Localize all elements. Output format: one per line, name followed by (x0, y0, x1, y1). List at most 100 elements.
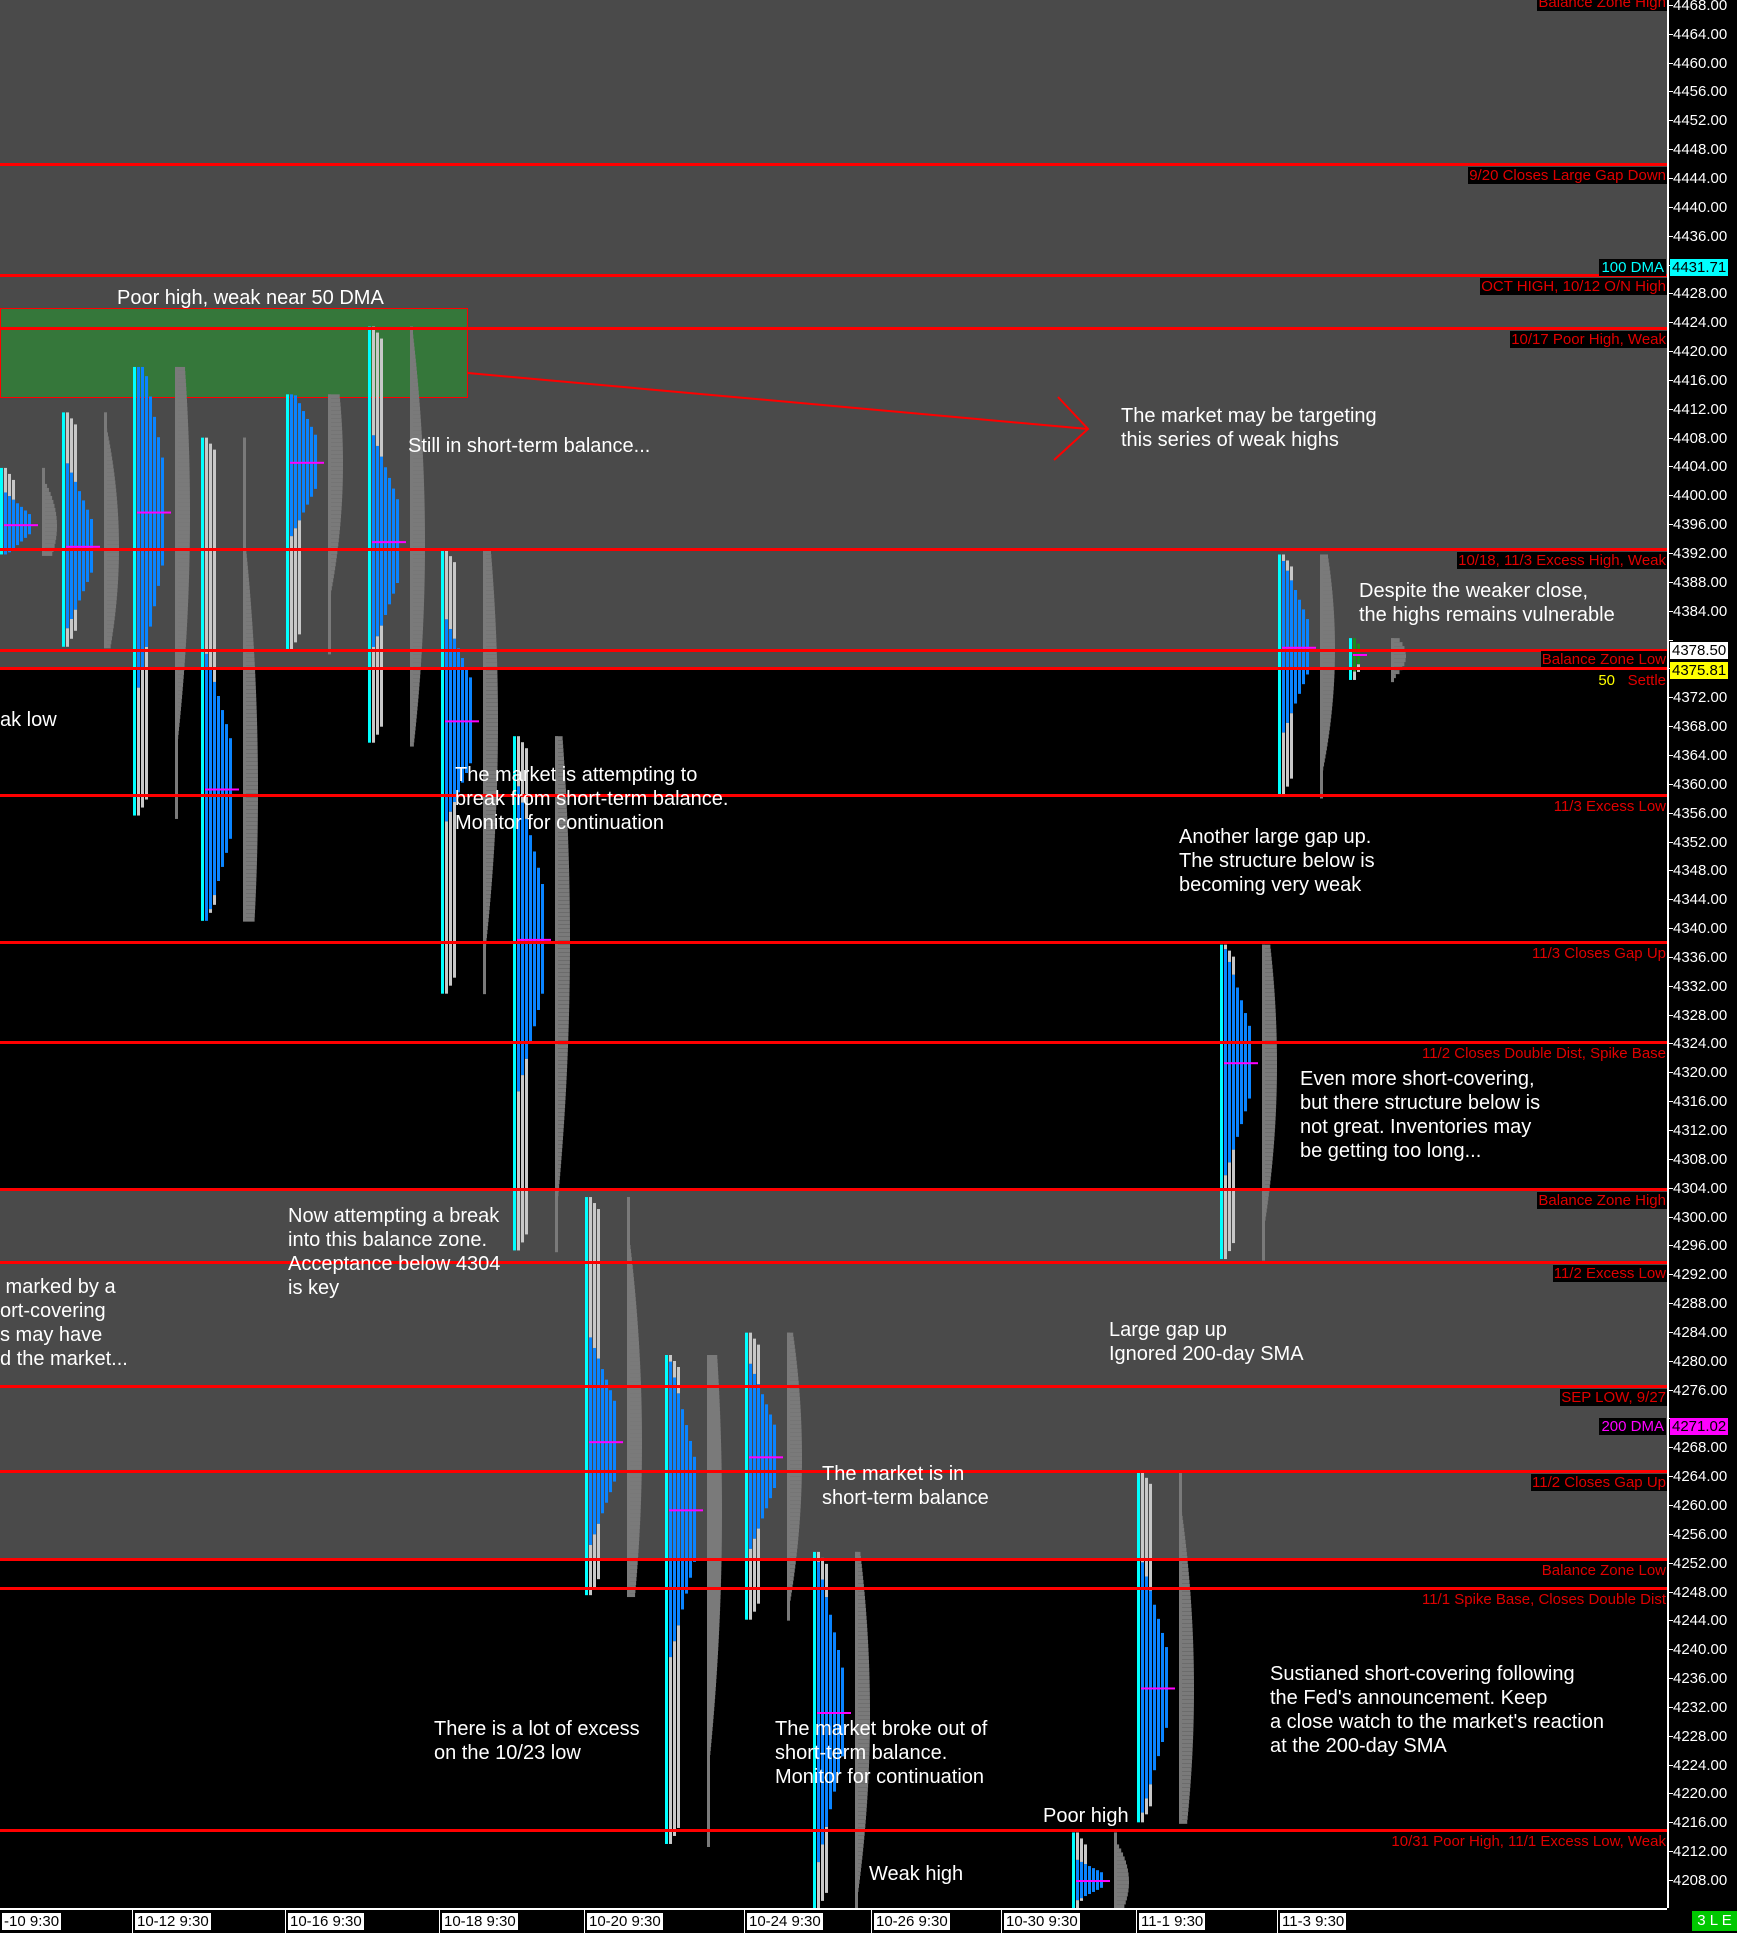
date-separator (285, 1910, 286, 1933)
annotation: There is a lot of excess on the 10/23 lo… (434, 1717, 640, 1765)
axis-tick-label: 4292.00 (1673, 1266, 1727, 1283)
axis-tick-label: 4312.00 (1673, 1122, 1727, 1139)
axis-tick-label: 4400.00 (1673, 487, 1727, 504)
axis-tick-label: 4244.00 (1673, 1612, 1727, 1629)
annotation: Still in short-term balance... (408, 434, 650, 458)
axis-tick-label: 4352.00 (1673, 834, 1727, 851)
axis-tick-label: 4316.00 (1673, 1093, 1727, 1110)
axis-tick-label: 4436.00 (1673, 228, 1727, 245)
date-label: 10-12 9:30 (135, 1913, 211, 1930)
annotation: Large gap up Ignored 200-day SMA (1109, 1318, 1304, 1366)
annotation: Despite the weaker close, the highs rema… (1359, 579, 1615, 627)
axis-tick-label: 4260.00 (1673, 1497, 1727, 1514)
annotation: Another large gap up. The structure belo… (1179, 825, 1375, 897)
date-label: 10-26 9:30 (874, 1913, 950, 1930)
axis-tick-label: 4308.00 (1673, 1151, 1727, 1168)
date-label: 10-30 9:30 (1004, 1913, 1080, 1930)
axis-tick-label: 4208.00 (1673, 1872, 1727, 1889)
date-label: 10-16 9:30 (288, 1913, 364, 1930)
axis-tick-label: 4228.00 (1673, 1728, 1727, 1745)
axis-tick-label: 4448.00 (1673, 141, 1727, 158)
annotation: The market is attempting to break from s… (455, 763, 728, 835)
axis-tick-label: 4328.00 (1673, 1007, 1727, 1024)
axis-tick-label: 4464.00 (1673, 26, 1727, 43)
axis-tick-label: 4300.00 (1673, 1209, 1727, 1226)
date-separator (871, 1910, 872, 1933)
axis-tick-label: 4332.00 (1673, 978, 1727, 995)
axis-tick-label: 4396.00 (1673, 516, 1727, 533)
axis-tick-label: 4428.00 (1673, 285, 1727, 302)
axis-tick-label: 4240.00 (1673, 1641, 1727, 1658)
axis-tick-label: 4416.00 (1673, 372, 1727, 389)
axis-tick-label: 4288.00 (1673, 1295, 1727, 1312)
axis-tick-label: 4412.00 (1673, 401, 1727, 418)
price-flag-name: 200 DMA (1599, 1418, 1666, 1435)
axis-tick-label: 4388.00 (1673, 574, 1727, 591)
axis-tick-label: 4440.00 (1673, 199, 1727, 216)
annotation: Poor high (1043, 1804, 1129, 1828)
date-separator (584, 1910, 585, 1933)
axis-tick-label: 4348.00 (1673, 862, 1727, 879)
axis-tick-label: 4264.00 (1673, 1468, 1727, 1485)
axis-tick-label: 4336.00 (1673, 949, 1727, 966)
axis-tick-label: 4212.00 (1673, 1843, 1727, 1860)
price-flag-name: 100 DMA (1599, 259, 1666, 276)
date-label: 10-18 9:30 (442, 1913, 518, 1930)
date-label: 11-3 9:30 (1280, 1913, 1346, 1930)
price-flag: 4431.71 (1670, 259, 1728, 276)
annotation: marked by a ort-covering s may have d th… (0, 1275, 128, 1371)
axis-tick-label: 4364.00 (1673, 747, 1727, 764)
annotation: ak low (0, 708, 57, 732)
axis-tick-label: 4284.00 (1673, 1324, 1727, 1341)
status-indicator: 3 L E (1692, 1911, 1737, 1931)
axis-tick-label: 4420.00 (1673, 343, 1727, 360)
axis-tick-label: 4360.00 (1673, 776, 1727, 793)
date-separator (1277, 1910, 1278, 1933)
axis-tick-label: 4236.00 (1673, 1670, 1727, 1687)
axis-tick-label: 4468.00 (1673, 0, 1727, 14)
axis-tick-label: 4256.00 (1673, 1526, 1727, 1543)
axis-tick-label: 4392.00 (1673, 545, 1727, 562)
axis-tick-label: 4304.00 (1673, 1180, 1727, 1197)
time-axis[interactable]: -10 9:30 10-12 9:30 10-16 9:30 10-18 9:30 10… (0, 1908, 1667, 1931)
axis-tick-label: 4444.00 (1673, 170, 1727, 187)
axis-tick-label: 4424.00 (1673, 314, 1727, 331)
axis-tick-label: 4356.00 (1673, 805, 1727, 822)
axis-tick-label: 4344.00 (1673, 891, 1727, 908)
annotation: The market is in short-term balance (822, 1462, 989, 1510)
date-label: -10 9:30 (2, 1913, 61, 1930)
annotation: Even more short-covering, but there stru… (1300, 1067, 1540, 1163)
axis-tick-label: 4216.00 (1673, 1814, 1727, 1831)
axis-tick-label: 4248.00 (1673, 1584, 1727, 1601)
axis-tick-label: 4368.00 (1673, 718, 1727, 735)
axis-tick-label: 4340.00 (1673, 920, 1727, 937)
price-flag: 4375.81 (1670, 662, 1728, 679)
axis-tick-label: 4276.00 (1673, 1382, 1727, 1399)
axis-tick-label: 4372.00 (1673, 689, 1727, 706)
price-flag: 4378.50 (1670, 642, 1728, 659)
annotation: Poor high, weak near 50 DMA (117, 286, 384, 310)
axis-tick-label: 4408.00 (1673, 430, 1727, 447)
date-separator (1001, 1910, 1002, 1933)
date-separator (132, 1910, 133, 1933)
axis-tick-label: 4220.00 (1673, 1785, 1727, 1802)
annotation: Now attempting a break into this balance… (288, 1204, 500, 1300)
axis-tick-label: 4252.00 (1673, 1555, 1727, 1572)
annotation: Weak high (869, 1862, 963, 1886)
date-separator (744, 1910, 745, 1933)
date-label: 10-24 9:30 (747, 1913, 823, 1930)
date-label: 10-20 9:30 (587, 1913, 663, 1930)
date-label: 11-1 9:30 (1139, 1913, 1205, 1930)
axis-tick-label: 4232.00 (1673, 1699, 1727, 1716)
axis-tick-label: 4320.00 (1673, 1064, 1727, 1081)
price-flag: 4271.02 (1670, 1418, 1728, 1435)
axis-tick-label: 4224.00 (1673, 1757, 1727, 1774)
axis-tick-label: 4280.00 (1673, 1353, 1727, 1370)
axis-tick-label: 4460.00 (1673, 55, 1727, 72)
axis-tick-label: 4324.00 (1673, 1035, 1727, 1052)
date-separator (439, 1910, 440, 1933)
axis-tick-label: 4296.00 (1673, 1237, 1727, 1254)
annotation: The market broke out of short-term balan… (775, 1717, 987, 1789)
axis-tick-label: 4268.00 (1673, 1439, 1727, 1456)
